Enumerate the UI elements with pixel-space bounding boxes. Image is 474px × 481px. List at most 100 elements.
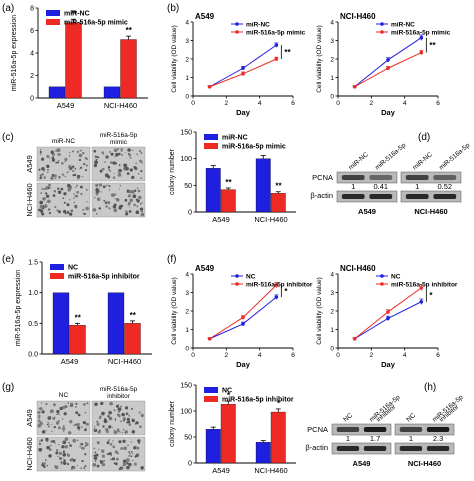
colony-dot — [117, 170, 121, 174]
colony-dot — [49, 444, 52, 447]
bar — [205, 429, 221, 464]
y-tick-label: 4 — [185, 20, 189, 27]
x-tick-label: 2 — [370, 352, 374, 359]
colony-dot — [41, 410, 45, 414]
colony-dot — [94, 155, 97, 158]
panel-label: (g) — [2, 382, 14, 393]
x-tick-label: 4 — [258, 100, 262, 107]
colony-dot — [115, 404, 119, 408]
blot-strip — [394, 442, 455, 455]
x-tick-label: A549 — [61, 357, 79, 366]
colony-dot — [53, 174, 57, 178]
chart-title: A549 — [195, 264, 215, 273]
colony-dot — [140, 466, 144, 470]
y-axis-label: Cell viability (OD value) — [316, 25, 323, 93]
bar-chart: 0 50 100 150 colony number * A549 * NCI-H460 NC mi… — [169, 383, 296, 475]
colony-dot — [82, 162, 86, 166]
colony-dot — [122, 459, 127, 464]
colony-dot — [75, 402, 78, 405]
colony-dot — [102, 151, 105, 154]
colony-dot — [72, 169, 75, 173]
data-point — [274, 295, 279, 299]
colony-dot — [140, 413, 144, 418]
y-tick-label: 0 — [188, 210, 192, 217]
colony-dot — [55, 161, 58, 164]
colony-dot — [83, 403, 86, 406]
blot-row-label: β-actin — [310, 191, 333, 200]
colony-dot — [71, 465, 74, 468]
colony-dot — [84, 453, 87, 456]
data-point — [274, 57, 279, 61]
colony-dot — [133, 462, 137, 466]
blot-band — [405, 194, 429, 199]
colony-dot — [46, 423, 49, 426]
blot-column-label: miR-516a-5p — [438, 142, 472, 172]
colony-dot — [109, 442, 113, 446]
colony-dot — [97, 430, 101, 434]
colony-dot — [141, 210, 143, 213]
colony-dot — [100, 191, 102, 193]
colony-dot — [121, 412, 125, 417]
blot-band — [399, 427, 423, 432]
data-point — [352, 84, 357, 89]
colony-dot — [68, 442, 70, 444]
colony-dot — [82, 421, 86, 425]
colony-dot — [110, 193, 115, 197]
western-blot: miR-NC miR-516a-5p miR-NC miR-516a-5pPCNAβ-… — [310, 142, 471, 216]
colony-dot — [103, 154, 105, 156]
colony-dot — [68, 210, 70, 212]
colony-dot — [43, 176, 46, 179]
colony-dot — [130, 441, 133, 443]
colony-dot — [64, 212, 67, 215]
colony-dot — [76, 190, 80, 194]
y-tick-label: 3 — [185, 38, 189, 45]
colony-dot — [40, 439, 44, 442]
colony-dot — [85, 164, 89, 167]
y-tick-label: 1 — [330, 327, 334, 334]
x-tick-label: NCI-H460 — [104, 101, 137, 110]
colony-dot — [120, 150, 123, 152]
legend-marker — [235, 282, 239, 286]
colony-dot — [46, 164, 50, 169]
data-point — [386, 66, 390, 71]
colony-dot — [122, 417, 126, 421]
colony-dot — [85, 206, 89, 211]
colony-dot — [93, 149, 97, 153]
colony-dot — [126, 172, 130, 175]
colony-dot — [119, 184, 122, 187]
legend-swatch — [46, 19, 60, 25]
colony-dot — [106, 453, 110, 456]
blot-value: 1 — [346, 434, 350, 443]
significance-mark: ** — [71, 9, 78, 18]
blot-strip — [336, 171, 398, 184]
y-tick-label: 150 — [180, 383, 192, 390]
colony-dot — [106, 184, 108, 187]
colony-dot — [113, 148, 118, 153]
colony-dot — [53, 189, 57, 193]
colony-dot — [58, 413, 60, 416]
colony-dot — [51, 156, 55, 159]
colony-dot — [108, 207, 111, 210]
data-point — [274, 283, 279, 287]
colony-dot — [96, 156, 100, 159]
colony-dot — [86, 158, 88, 160]
y-axis-label: Cell viability (OD value) — [171, 25, 178, 93]
colony-dot — [121, 154, 123, 156]
blot-column-label: miR-NC — [348, 151, 370, 171]
line-chart: 0 1 2 3 4 0 2 4 6 Day Cell viability (OD value) NCI… — [316, 12, 451, 117]
chart-title: NCI-H460 — [340, 264, 376, 273]
y-tick-label: 2 — [330, 57, 334, 64]
colony-dot — [135, 162, 137, 165]
legend-swatch — [46, 10, 60, 16]
colony-dot — [62, 209, 67, 214]
colony-dot — [66, 203, 70, 207]
y-tick-label: 2 — [330, 309, 334, 316]
blot-value: 0.41 — [373, 182, 388, 191]
legend-label: miR-516a-5p inhibitor — [222, 397, 294, 404]
colony-dot — [69, 151, 71, 154]
colony-dot — [127, 194, 131, 198]
panel-label: (d) — [418, 132, 430, 143]
colony-dot — [63, 192, 67, 196]
